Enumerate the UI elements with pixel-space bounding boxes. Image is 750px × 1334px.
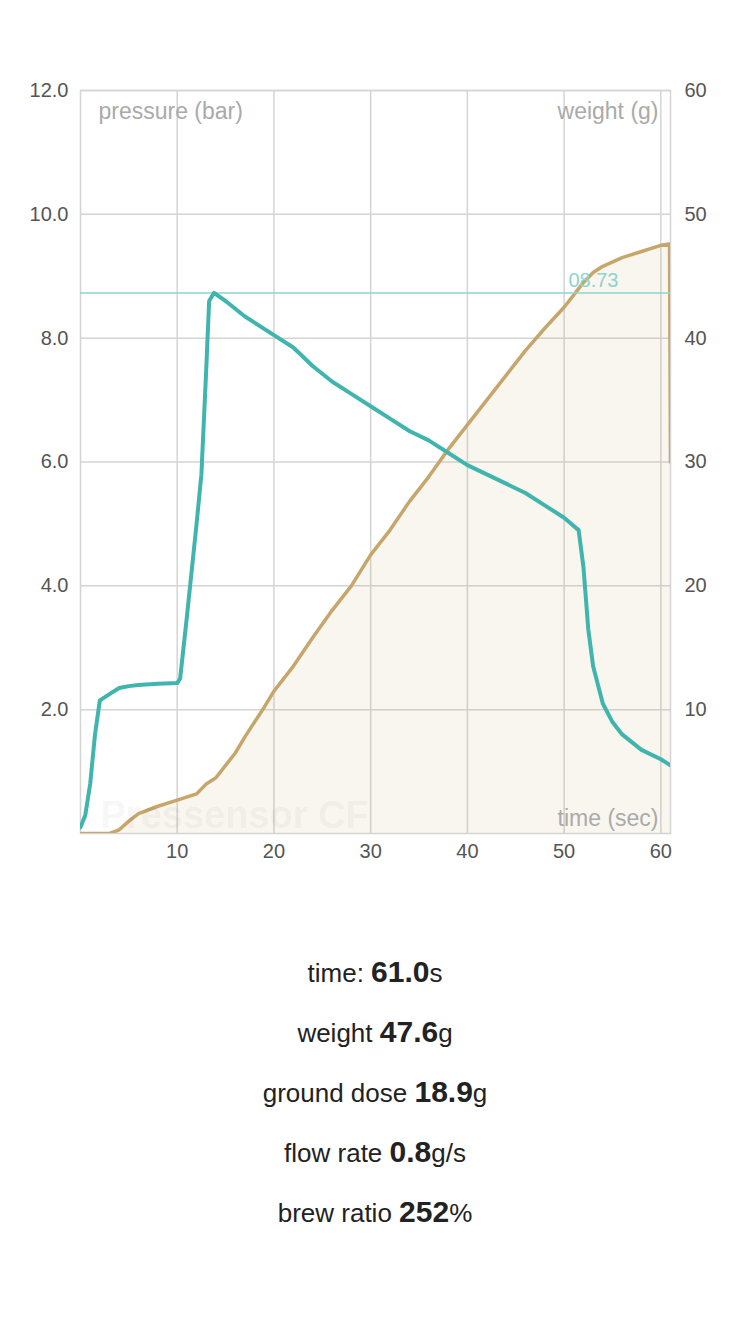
svg-text:20: 20 — [685, 574, 707, 596]
svg-text:time (sec): time (sec) — [558, 805, 659, 831]
svg-text:30: 30 — [360, 840, 382, 862]
svg-text:10.0: 10.0 — [30, 203, 69, 225]
svg-text:60: 60 — [650, 840, 672, 862]
svg-text:60: 60 — [685, 79, 707, 101]
svg-text:Pressensor CF: Pressensor CF — [101, 794, 369, 836]
svg-text:40: 40 — [685, 327, 707, 349]
svg-text:12.0: 12.0 — [30, 79, 69, 101]
svg-text:8.0: 8.0 — [41, 327, 69, 349]
svg-text:30: 30 — [685, 450, 707, 472]
html-text:ground dose 18.9 g: ground dose 18.9 g — [262, 1075, 488, 1108]
svg-text:20: 20 — [263, 840, 285, 862]
svg-text:50: 50 — [553, 840, 575, 862]
svg-text:weight (g): weight (g) — [557, 98, 659, 124]
html-text:weight 47.6 g: weight 47.6 g — [297, 1015, 453, 1048]
svg-text:40: 40 — [456, 840, 478, 862]
svg-text:08.73: 08.73 — [568, 269, 618, 291]
svg-text:10: 10 — [166, 840, 188, 862]
svg-text:4.0: 4.0 — [41, 574, 69, 596]
svg-text:pressure (bar): pressure (bar) — [99, 98, 243, 124]
svg-text:6.0: 6.0 — [41, 450, 69, 472]
html-text:time: 61.0 s: time: 61.0 s — [307, 955, 443, 988]
svg-text:10: 10 — [685, 698, 707, 720]
svg-text:50: 50 — [685, 203, 707, 225]
html-text:flow rate 0.8 g/s: flow rate 0.8 g/s — [284, 1135, 466, 1168]
html-text:brew ratio 252%: brew ratio 252% — [277, 1195, 473, 1228]
svg-text:2.0: 2.0 — [41, 698, 69, 720]
